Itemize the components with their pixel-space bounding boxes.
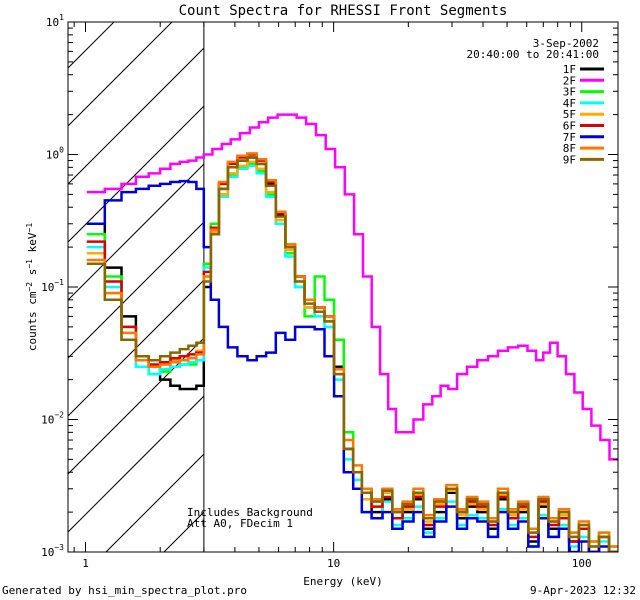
y-axis-label-exp2: −1 bbox=[25, 259, 34, 269]
x-axis-label: Energy (keV) bbox=[303, 575, 382, 588]
y-axis-label-exp3: −1 bbox=[25, 223, 34, 233]
x-tick-label: 10 bbox=[327, 557, 340, 570]
y-tick-label: 10−1 bbox=[41, 278, 64, 294]
series-2f-line bbox=[86, 113, 618, 461]
y-axis-label-mid: s bbox=[26, 269, 39, 282]
hatch-line bbox=[68, 163, 204, 301]
annotation-time-range: 20:40:00 to 20:41:00 bbox=[467, 48, 599, 61]
legend-label-9f: 9F bbox=[563, 153, 576, 166]
legend-label-1f: 1F bbox=[563, 63, 576, 76]
legend-label-4f: 4F bbox=[563, 97, 576, 110]
y-tick-label: 101 bbox=[46, 13, 64, 29]
hatch-line bbox=[222, 0, 640, 552]
footer-timestamp: 9-Apr-2023 12:32 bbox=[530, 584, 636, 597]
footer-generated-by: Generated by hsi_min_spectra_plot.pro bbox=[2, 584, 247, 597]
y-axis-label-base: counts cm bbox=[26, 291, 39, 351]
hatch-line bbox=[68, 22, 115, 69]
legend-label-7f: 7F bbox=[563, 131, 576, 144]
hatch-line bbox=[68, 337, 204, 475]
hatch-line bbox=[105, 453, 204, 552]
annotation-background: Includes Background bbox=[187, 506, 313, 519]
legend-label-6f: 6F bbox=[563, 120, 576, 133]
series-9f-line bbox=[86, 156, 618, 552]
hatch-line bbox=[68, 22, 173, 127]
annotation-date: 3-Sep-2002 bbox=[533, 37, 599, 50]
legend-label-8f: 8F bbox=[563, 142, 576, 155]
hatch-line bbox=[68, 395, 204, 533]
chart-title: Count Spectra for RHESSI Front Segments bbox=[179, 3, 508, 19]
y-tick-label: 100 bbox=[46, 146, 64, 162]
x-tick-label: 100 bbox=[572, 557, 592, 570]
y-tick-label: 10−3 bbox=[41, 543, 64, 559]
y-axis-label: counts cm−2 s−1 keV−1 bbox=[25, 223, 39, 351]
axis-ticks: 1 10 100 10−3 10−2 10−1 100 101 bbox=[41, 13, 618, 570]
hatch-line bbox=[68, 279, 204, 417]
legend-label-5f: 5F bbox=[563, 108, 576, 121]
x-tick-label: 1 bbox=[82, 557, 89, 570]
y-tick-label: 10−2 bbox=[41, 411, 64, 427]
y-axis-label-exp1: −2 bbox=[25, 282, 34, 292]
annotation-attenuator: Att A0, FDecim 1 bbox=[187, 517, 293, 530]
hatch-line bbox=[68, 47, 204, 185]
series-layer bbox=[86, 113, 618, 552]
hatched-region bbox=[68, 0, 640, 552]
hatch-line bbox=[68, 221, 204, 359]
legend-label-2f: 2F bbox=[563, 74, 576, 87]
series-7f-line bbox=[86, 179, 618, 552]
y-axis-label-tail: keV bbox=[26, 232, 39, 259]
legend-label-3f: 3F bbox=[563, 86, 576, 99]
